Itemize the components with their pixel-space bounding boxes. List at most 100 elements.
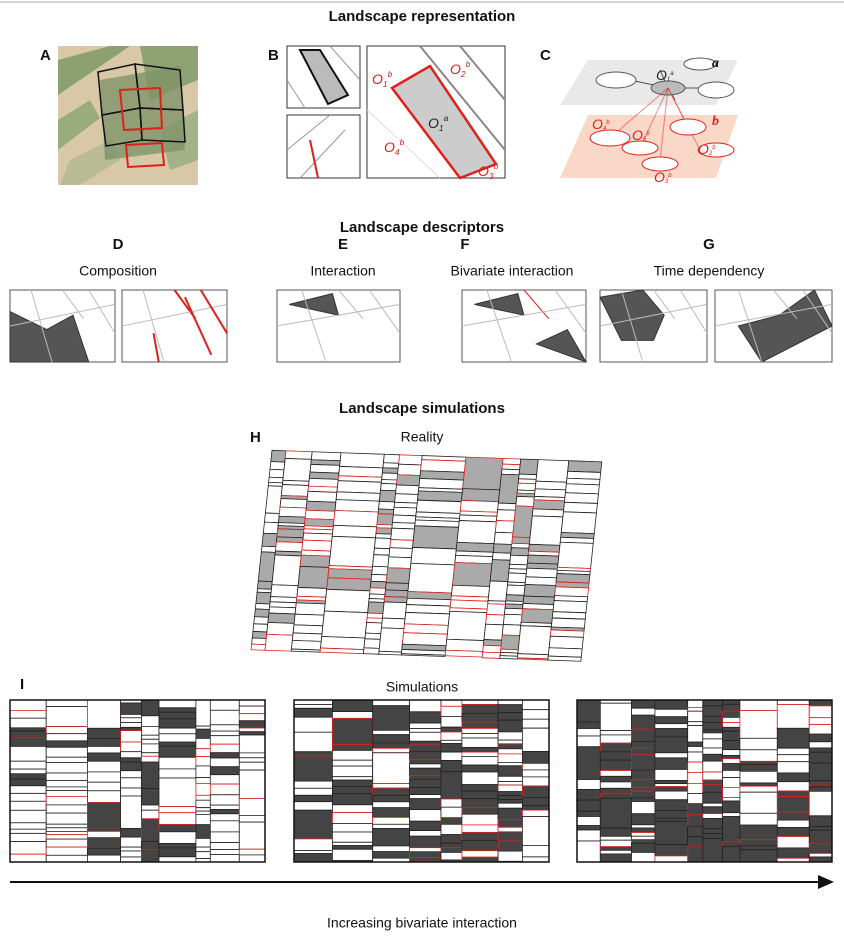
parcel: [577, 728, 601, 737]
parcel: [482, 644, 502, 654]
parcel: [238, 815, 265, 823]
parcel: [654, 769, 689, 781]
parcel: [87, 781, 122, 792]
parcel: [331, 845, 373, 850]
parcel: [141, 788, 160, 806]
parcel: [722, 845, 741, 862]
parcel: [158, 727, 197, 735]
parcel: [10, 768, 47, 775]
parcel: [372, 801, 411, 809]
parcel: [440, 817, 463, 825]
parcel: [808, 747, 832, 753]
simulation-parcels: [577, 700, 832, 862]
parcel: [461, 751, 499, 757]
parcel: [209, 813, 240, 822]
parcel: [440, 806, 463, 819]
parcel: [687, 783, 704, 794]
parcel: [776, 754, 810, 763]
parcel: [209, 724, 240, 732]
parcel: [10, 793, 47, 802]
parcel: [409, 794, 442, 800]
parcel: [461, 850, 499, 858]
parcel: [10, 800, 47, 811]
parcel: [497, 753, 523, 763]
parcel: [482, 639, 503, 647]
parcel: [415, 499, 462, 514]
parcel: [238, 705, 265, 715]
parcel: [45, 823, 88, 829]
parcel: [654, 820, 689, 845]
label-sup: b: [388, 69, 393, 79]
parcel: [331, 812, 373, 824]
parcel: [253, 616, 269, 625]
parcel: [577, 825, 601, 831]
parcel: [524, 576, 557, 586]
parcel: [654, 757, 689, 770]
parcel: [522, 709, 549, 720]
parcel: [209, 730, 240, 737]
panel-letter: E: [338, 236, 348, 253]
parcel: [564, 492, 599, 504]
parcel: [278, 506, 307, 518]
parcel: [522, 816, 549, 846]
label-sub: 5: [643, 137, 647, 143]
panel-letter: H: [250, 429, 261, 446]
parcel: [702, 753, 723, 762]
parcel: [534, 480, 567, 491]
parcel: [687, 751, 704, 763]
parcel: [374, 537, 392, 550]
parcel: [141, 841, 160, 851]
parcel: [687, 793, 704, 804]
parcel: [440, 798, 463, 808]
parcel: [363, 638, 381, 649]
parcel: [577, 779, 601, 790]
parcel: [739, 839, 778, 847]
parcel: [520, 608, 554, 624]
parcel: [120, 714, 142, 719]
parcel: [10, 746, 47, 762]
parcel: [331, 524, 378, 539]
parcel: [238, 848, 265, 856]
parcel: [158, 768, 197, 779]
parcel: [577, 746, 601, 780]
parcel: [294, 602, 326, 616]
parcel: [87, 771, 122, 783]
parcel: [372, 554, 390, 568]
parcel: [395, 484, 420, 495]
parcel: [120, 828, 142, 838]
parcel: [45, 846, 88, 856]
parcel: [507, 572, 527, 584]
parcel: [396, 474, 421, 487]
parcel: [702, 784, 723, 793]
descriptor-box: [461, 289, 588, 363]
parcel: [369, 580, 387, 589]
parcel: [461, 813, 499, 826]
parcel: [687, 700, 704, 708]
parcel: [10, 841, 47, 855]
parcel-edge: [62, 289, 84, 320]
parcel: [294, 853, 333, 862]
parcel: [631, 797, 656, 802]
parcel: [321, 610, 369, 639]
parcel: [331, 831, 373, 843]
parcel: [599, 730, 632, 736]
parcel: [238, 727, 265, 733]
parcel: [294, 794, 333, 803]
parcel: [497, 819, 523, 828]
parcel: [45, 746, 88, 758]
parcel: [492, 543, 513, 554]
label-sub: 3: [489, 171, 494, 181]
parcel: [461, 856, 499, 862]
parcel: [87, 854, 122, 862]
parcel: [654, 723, 689, 730]
panel-caption: Bivariate interaction: [451, 263, 574, 279]
parcel: [331, 711, 373, 719]
node-label: O4b: [384, 137, 405, 157]
panel-caption: Interaction: [310, 263, 375, 279]
parcel: [702, 760, 723, 773]
parcel: [10, 828, 47, 834]
parcel: [808, 741, 832, 749]
parcel: [384, 589, 409, 598]
parcel: [331, 765, 373, 778]
